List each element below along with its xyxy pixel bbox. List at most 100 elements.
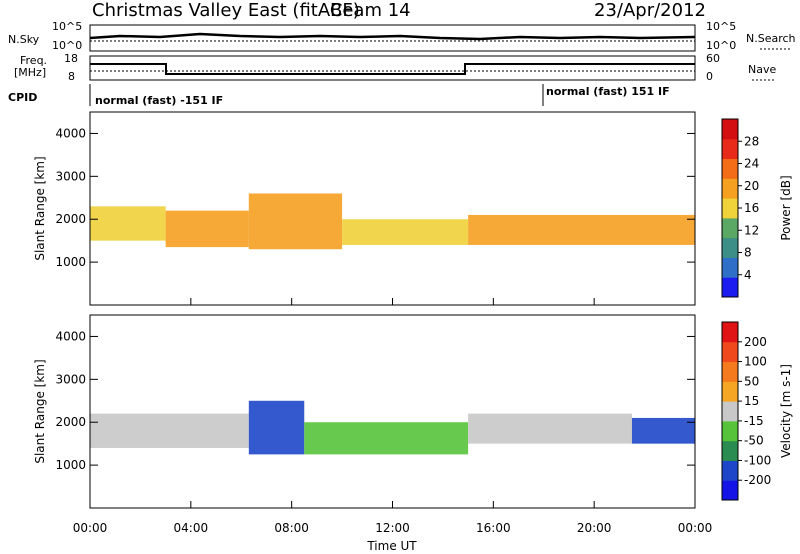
x-tick-label: 12:00 [375, 521, 410, 535]
scatter-region-4 [468, 413, 632, 444]
colorbar-swatch [722, 381, 738, 402]
freq-panel-frame [89, 55, 696, 81]
freq-label-line1: Freq. [20, 54, 47, 67]
x-tick-label: 16:00 [476, 521, 511, 535]
colorbar-swatch [722, 119, 738, 140]
sky-noise-line [89, 32, 696, 41]
power-data-layer [90, 193, 695, 250]
frequency-panel: Freq. [MHz] 18 8 60 0 Nave [14, 52, 776, 83]
colorbar-frame [721, 321, 739, 501]
y-tick-label: 1000 [55, 458, 86, 472]
colorbar-tick-label: 16 [744, 201, 759, 215]
colorbar-swatch [722, 257, 738, 278]
nave-label: Nave [748, 63, 776, 76]
scatter-region-4 [342, 219, 469, 245]
velocity-colorbar: 200 100 50 15 -15 -50 -100 -200 [721, 321, 771, 501]
colorbar-tick-label: -15 [744, 414, 764, 428]
colorbar-tick-label: 28 [744, 134, 759, 148]
colorbar-tick-label: 200 [744, 335, 767, 349]
colorbar-tick-label: -200 [744, 473, 771, 487]
colorbar-swatch [722, 401, 738, 422]
colorbar-tick-label: 50 [744, 374, 759, 388]
sky-label: N.Sky [8, 33, 40, 46]
colorbar-swatch [722, 158, 738, 179]
colorbar-tick-label: 4 [744, 268, 752, 282]
time-x-axis: 00:00 04:00 08:00 12:00 16:00 20:00 00:00 [73, 298, 713, 535]
scatter-region-3 [304, 422, 469, 455]
frequency-line [90, 63, 695, 75]
sky-tick-high: 10^5 [52, 20, 82, 33]
colorbar-tick-label: 100 [744, 355, 767, 369]
colorbar-tick-label: 12 [744, 223, 759, 237]
scatter-region-5 [631, 417, 695, 444]
velocity-y-label: Slant Range [km] [33, 359, 47, 463]
y-tick-label: 4000 [55, 126, 86, 140]
colorbar-swatch [722, 361, 738, 382]
cpid-label: CPID [8, 91, 37, 104]
x-tick-label: 20:00 [577, 521, 612, 535]
cpid-segment-1: normal (fast) -151 IF [95, 94, 223, 107]
y-tick-label: 2000 [55, 212, 86, 226]
colorbar-tick-label: 24 [744, 157, 759, 171]
x-tick-label: 04:00 [174, 521, 209, 535]
colorbar-swatch [722, 460, 738, 481]
power-colorbar-label: Power [dB] [779, 175, 793, 240]
power-colorbar: 4 8 12 16 20 24 28 [721, 118, 759, 298]
velocity-plot-background [90, 315, 695, 508]
velocity-data-layer [90, 400, 695, 455]
colorbar-tick-label: 20 [744, 179, 759, 193]
colorbar-swatch [722, 138, 738, 160]
search-label: N.Search [746, 32, 796, 45]
colorbar-tick-label: -100 [744, 453, 771, 467]
colorbar-swatch [722, 237, 738, 258]
scatter-region-2 [165, 210, 249, 248]
beam-label: Beam 14 [330, 0, 411, 21]
colorbar-tick-label: 15 [744, 394, 759, 408]
date-label: 23/Apr/2012 [594, 0, 706, 21]
search-tick-low: 10^0 [706, 39, 736, 52]
freq-tick-high: 18 [64, 52, 78, 65]
scatter-region-3 [248, 193, 343, 250]
search-tick-high: 10^5 [706, 20, 736, 33]
y-tick-label: 1000 [55, 255, 86, 269]
sky-tick-low: 10^0 [52, 39, 82, 52]
power-panel: 1000 2000 3000 4000 Slant Range [km] 4 8 12 16… [33, 111, 793, 306]
y-tick-label: 3000 [55, 169, 86, 183]
x-tick-label: 00:00 [678, 521, 713, 535]
y-tick-label: 3000 [55, 372, 86, 386]
colorbar-swatch [722, 178, 738, 199]
colorbar-swatch [722, 420, 738, 442]
velocity-y-axis: 1000 2000 3000 4000 [55, 329, 695, 472]
nave-tick-low: 0 [706, 70, 713, 83]
colorbar-swatch [722, 440, 738, 461]
colorbar-swatch [722, 217, 738, 239]
sky-noise-panel: N.Sky 10^5 10^0 10^5 10^0 N.Search [8, 20, 796, 52]
colorbar-tick-label: 8 [744, 246, 752, 260]
freq-label-line2: [MHz] [14, 66, 46, 79]
freq-tick-low: 8 [68, 70, 75, 83]
colorbar-swatch [722, 322, 738, 343]
scatter-region-5 [468, 214, 695, 245]
scatter-region-1 [90, 206, 166, 241]
velocity-panel: 1000 2000 3000 4000 Slant Range [km] 200 100… [33, 314, 793, 509]
y-tick-label: 2000 [55, 415, 86, 429]
power-y-label: Slant Range [km] [33, 156, 47, 260]
x-axis-label: Time UT [366, 539, 417, 553]
velocity-colorbar-label: Velocity [m s-1] [779, 364, 793, 458]
scatter-region-2 [248, 400, 305, 455]
scatter-region-1 [90, 413, 249, 448]
cpid-row: CPID normal (fast) -151 IF normal (fast)… [8, 84, 670, 107]
y-tick-label: 4000 [55, 329, 86, 343]
colorbar-swatch [722, 341, 738, 363]
colorbar-swatch [722, 480, 738, 501]
colorbar-swatch [722, 198, 738, 219]
nave-tick-high: 60 [706, 52, 720, 65]
x-tick-label: 00:00 [73, 521, 108, 535]
station-title: Christmas Valley East (fitACF) [92, 0, 360, 21]
colorbar-swatch [722, 277, 738, 298]
cpid-segment-2: normal (fast) 151 IF [546, 85, 670, 98]
colorbar-tick-label: -50 [744, 434, 764, 448]
power-y-axis: 1000 2000 3000 4000 [55, 126, 695, 269]
power-plot-background [90, 112, 695, 305]
